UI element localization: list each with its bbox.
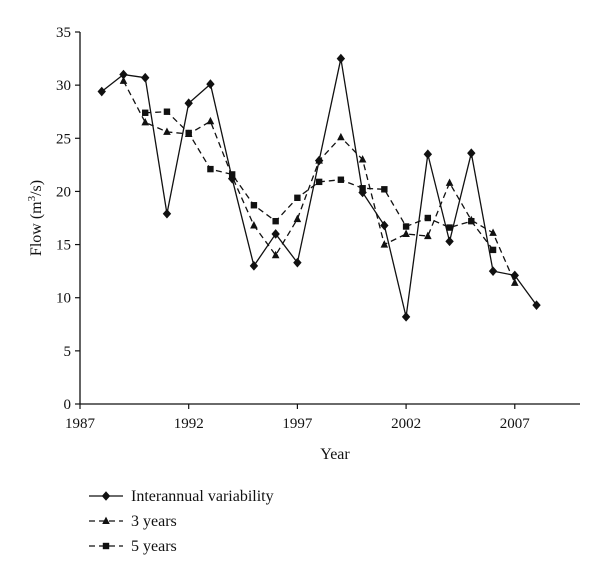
legend-item-2: 5 years [89,538,177,555]
data-point [163,127,171,135]
data-point [141,72,150,83]
data-point [488,266,498,276]
legend-marker [102,542,110,550]
data-point [467,148,476,158]
x-tick-label: 2002 [391,416,421,432]
data-point [423,149,433,160]
data-point [445,178,454,186]
data-point [402,229,410,237]
data-point [250,202,258,209]
data-point [141,117,150,126]
x-axis-title: Year [320,446,350,463]
legend-marker [101,491,111,501]
y-tick-label: 0 [64,397,72,413]
x-tick-label: 1992 [174,416,204,432]
data-point [185,129,192,137]
x-tick-label: 1997 [282,416,313,432]
data-point [532,300,541,310]
data-point [315,178,323,186]
data-point [401,312,411,322]
plot-area [97,53,541,322]
y-tick-label: 5 [64,344,72,360]
data-point [119,76,128,84]
data-point [446,224,453,231]
data-point [142,109,149,116]
data-point [380,240,389,248]
y-axis-title-superscript: 3 [26,195,38,201]
data-point [206,79,215,89]
data-point [228,171,236,178]
y-tick-label: 15 [56,238,71,254]
data-point [380,220,389,231]
data-point [489,246,497,254]
data-point [119,69,128,80]
data-point [424,231,432,240]
data-point [402,223,410,230]
data-point [293,257,302,268]
y-axis-title: Flow (m3/s) [26,180,45,256]
data-point [293,214,302,223]
data-point [337,176,345,183]
series-line [101,57,538,318]
legend: Interannual variability 3 years 5 years [89,488,274,555]
data-point [468,217,475,225]
data-point [510,278,519,286]
series-2 [142,108,497,254]
axes: Year Flow (m3/s) 0 5 10 15 20 25 30 35 1987 1992 1… [26,25,580,463]
data-point [97,86,106,97]
data-point [206,116,215,125]
data-point [381,186,388,193]
legend-label: 5 years [131,538,177,555]
x-tick-label: 2007 [500,416,531,432]
data-point [271,250,280,259]
data-point [424,214,432,222]
legend-item-1: 3 years [89,513,177,530]
legend-label: 3 years [131,513,177,530]
legend-marker [102,516,110,524]
y-tick-label: 25 [56,131,71,147]
y-tick-label: 20 [56,184,71,200]
data-point [489,228,497,236]
legend-item-0: Interannual variability [89,488,274,505]
x-tick-label: 1987 [65,416,96,432]
data-point [163,108,171,115]
series-0 [97,53,541,322]
data-point [336,53,346,64]
y-tick-label: 10 [56,291,71,307]
data-point [445,236,454,247]
data-point [162,208,172,219]
data-point [358,155,367,163]
y-tick-label: 30 [56,78,71,94]
data-point [271,229,280,239]
y-tick-label: 35 [56,25,71,41]
data-point [249,261,259,271]
data-point [250,221,258,229]
data-point [294,194,301,202]
data-point [337,132,345,141]
data-point [272,217,279,225]
data-point [315,156,323,164]
data-point [207,165,214,173]
data-point [184,98,193,109]
data-point [359,185,366,192]
legend-label: Interannual variability [131,488,274,505]
